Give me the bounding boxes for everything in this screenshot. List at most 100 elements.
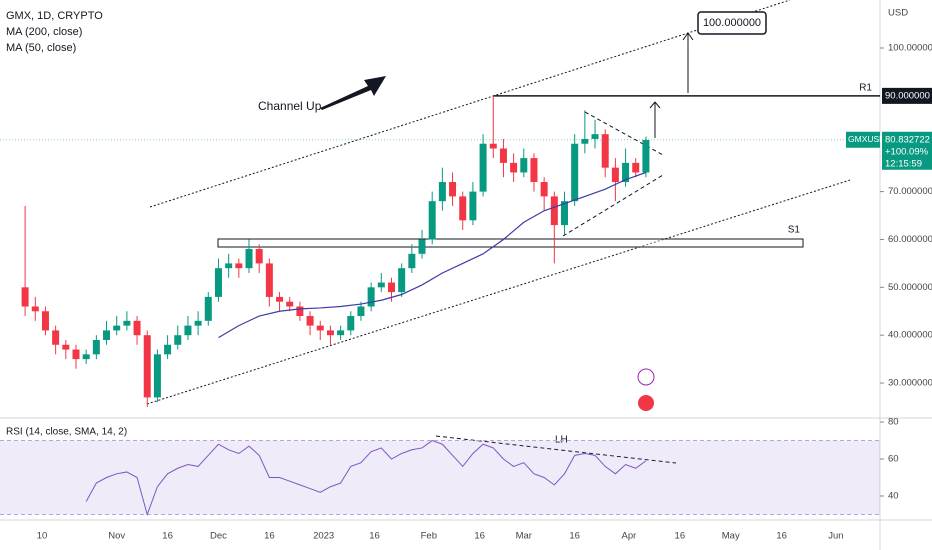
x-tick-label: Jun (828, 531, 843, 542)
candle-body (296, 306, 304, 317)
channel-arrow (320, 76, 386, 110)
candle-body (449, 182, 457, 197)
candle-body (469, 191, 477, 221)
candle-body (499, 148, 507, 163)
candle-body (62, 344, 70, 350)
rsi-tick-label: 60 (888, 454, 899, 465)
candle-body (113, 325, 121, 331)
candle-body (367, 287, 375, 307)
rsi-line (85, 439, 647, 517)
price-label: 90.000000 (885, 90, 930, 101)
candle-body (245, 249, 253, 269)
x-tick-label: 16 (162, 531, 173, 542)
candle-body (510, 162, 518, 173)
candle-body (92, 339, 100, 355)
candle-body (133, 320, 141, 336)
y-tick-label: 60.000000 (888, 234, 932, 245)
candle-body (337, 330, 345, 336)
change: +100.09% (885, 146, 929, 157)
candle-body (21, 287, 29, 307)
rsi-tick-label: 40 (888, 490, 899, 501)
x-tick-label: Apr (622, 531, 637, 542)
x-tick-label: Mar (516, 531, 532, 542)
drawings (146, 0, 851, 464)
candle-body (459, 196, 467, 221)
rsi-title: RSI (14, close, SMA, 14, 2) (6, 427, 127, 438)
chart-title: GMX, 1D, CRYPTO (6, 10, 103, 22)
annotation: R1 (859, 83, 872, 94)
candle-body (214, 268, 222, 297)
triangle-lower (562, 174, 664, 237)
x-tick-label: May (722, 531, 740, 542)
candle-body (438, 182, 446, 202)
candle-body (143, 335, 151, 398)
candle-body (31, 306, 39, 312)
y-tick-label: 30.000000 (888, 378, 932, 389)
candle-body (316, 325, 324, 331)
candle-body (41, 311, 49, 331)
candle-body (225, 263, 233, 269)
x-tick-label: 16 (776, 531, 787, 542)
candle-body (571, 143, 579, 202)
target-box (697, 11, 767, 35)
candle-body (479, 143, 487, 192)
ma-line (218, 171, 647, 339)
y-tick-label: 50.000000 (888, 282, 932, 293)
rsi-band (0, 440, 880, 515)
icon (638, 395, 654, 411)
legend-item: MA (200, close) (6, 26, 82, 38)
x-tick-label: 2023 (313, 531, 334, 542)
last-price-bg (882, 131, 932, 170)
candle-body (632, 162, 640, 173)
candle-body (408, 253, 416, 269)
candle-body (550, 196, 558, 226)
y-tick-label: 70.000000 (888, 186, 932, 197)
x-tick-label: 10 (37, 531, 48, 542)
candle-body (164, 344, 172, 355)
candle-body (561, 201, 569, 226)
candle-body (642, 139, 650, 173)
annotation: S1 (788, 225, 801, 236)
candle-body (530, 158, 538, 183)
candle-body (428, 201, 436, 240)
currency: USD (888, 8, 908, 19)
y-tick-label: 100.000000 (888, 43, 932, 54)
candle-body (82, 354, 90, 360)
last-price: 80.832722 (885, 134, 930, 145)
candle-body (184, 325, 192, 336)
candle-body (123, 320, 131, 326)
candle-body (489, 143, 497, 149)
price-label-bg (882, 87, 932, 104)
candle-body (265, 263, 273, 297)
channel-upper (149, 0, 791, 208)
arrow-head (682, 32, 694, 41)
candle-body (103, 330, 111, 340)
triangle-upper (584, 111, 664, 156)
candle-body (398, 268, 406, 293)
candle-body (153, 354, 161, 398)
candle-body (174, 335, 182, 345)
candle-body (347, 316, 355, 331)
x-tick-label: Feb (421, 531, 437, 542)
ticker-bg (846, 131, 880, 148)
candle-body (326, 330, 334, 336)
rsi-tick-label: 80 (888, 417, 899, 428)
candle-body (418, 239, 426, 254)
candle-body (540, 182, 548, 197)
candle-body (581, 138, 589, 144)
candle-body (591, 134, 599, 139)
candle-body (276, 296, 284, 302)
x-tick-label: 16 (569, 531, 580, 542)
candle-body (611, 167, 619, 183)
candle-body (377, 282, 385, 288)
candle-body (235, 263, 243, 269)
arrow-head (649, 101, 661, 109)
x-tick-label: 16 (474, 531, 485, 542)
candle-body (357, 306, 365, 317)
annotation: Channel Up (258, 99, 322, 113)
candle-body (72, 349, 80, 360)
icon (637, 368, 655, 386)
candle-body (255, 249, 263, 264)
y-tick-label: 40.000000 (888, 330, 932, 341)
annotation: 100.000000 (703, 17, 761, 29)
